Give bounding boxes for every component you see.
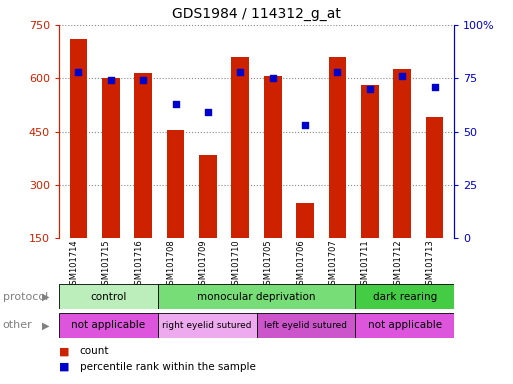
Text: protocol: protocol [3,291,48,302]
Bar [361,85,379,291]
Point [74,69,83,75]
Bar [158,284,355,309]
Point [107,77,115,83]
Point [269,75,277,81]
Text: percentile rank within the sample: percentile rank within the sample [80,362,255,372]
Bar [355,284,454,309]
Text: not applicable: not applicable [368,320,442,331]
Text: ▶: ▶ [43,320,50,331]
Text: count: count [80,346,109,356]
Point [398,73,406,79]
Text: other: other [3,320,32,331]
Text: ■: ■ [59,362,69,372]
Point [139,77,147,83]
Title: GDS1984 / 114312_g_at: GDS1984 / 114312_g_at [172,7,341,21]
Bar [393,70,411,291]
Bar [256,313,355,338]
Text: right eyelid sutured: right eyelid sutured [163,321,252,330]
Text: not applicable: not applicable [71,320,145,331]
Text: left eyelid sutured: left eyelid sutured [264,321,347,330]
Text: dark rearing: dark rearing [372,291,437,302]
Bar [59,313,158,338]
Point [301,122,309,128]
Bar [59,284,158,309]
Bar [328,57,346,291]
Point [204,109,212,116]
Bar [167,130,185,291]
Bar [102,78,120,291]
Bar [199,155,217,291]
Bar [355,313,454,338]
Text: monocular deprivation: monocular deprivation [198,291,315,302]
Bar [70,39,87,291]
Point [430,84,439,90]
Bar [426,118,443,291]
Bar [231,57,249,291]
Point [366,86,374,92]
Point [171,101,180,107]
Text: ▶: ▶ [43,291,50,302]
Text: control: control [90,291,127,302]
Bar [134,73,152,291]
Bar [264,76,282,291]
Bar [158,313,256,338]
Point [333,69,342,75]
Bar [296,203,314,291]
Text: ■: ■ [59,346,69,356]
Point [236,69,244,75]
